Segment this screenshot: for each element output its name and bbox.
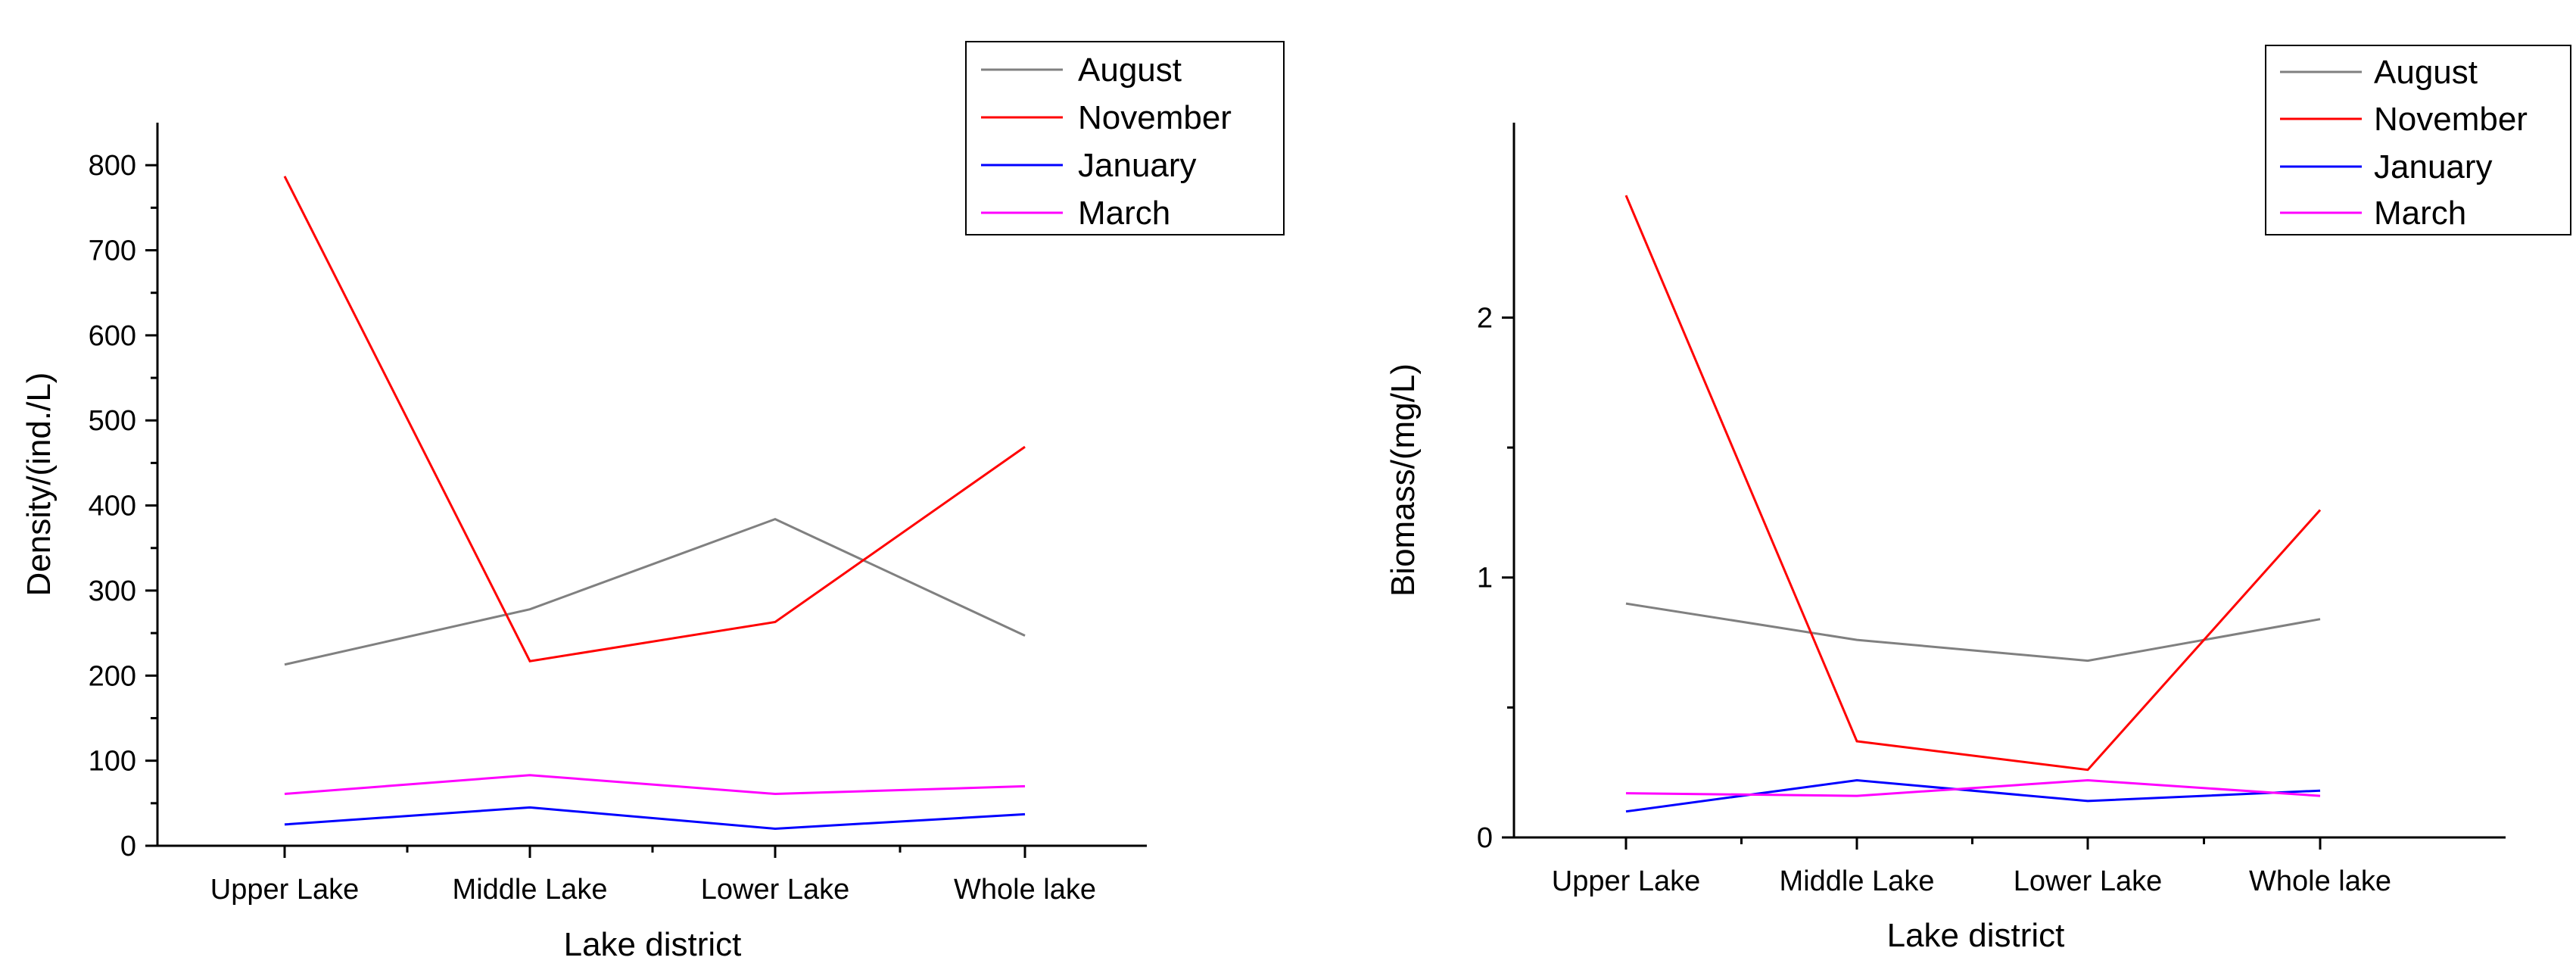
legend-label: August [1078, 51, 1182, 89]
legend-box [965, 41, 1285, 235]
density-chart: 0 100 200 300 400 500 600 700 800 Upper Lake Middl… [20, 41, 1285, 963]
series-line-march [1625, 778, 2321, 797]
series-line-november [1624, 195, 2322, 772]
series-line-november [283, 176, 1026, 663]
series-line-august [284, 517, 1026, 666]
y-tick-label: 0 [1477, 822, 1493, 854]
x-tick-label: Whole lake [2249, 865, 2391, 897]
series-line-march [284, 774, 1026, 796]
x-tick-label: Lower Lake [2014, 865, 2162, 897]
y-tick-label: 600 [89, 320, 136, 352]
y-axis-title: Density/(ind./L) [20, 373, 58, 597]
x-axis-title: Lake district [1887, 917, 2065, 954]
x-tick-label: Middle Lake [453, 874, 608, 906]
y-tick-label: 0 [120, 831, 136, 862]
x-tick-label: Upper Lake [210, 874, 359, 906]
x-tick-label: Upper Lake [1552, 865, 1700, 897]
legend-label: March [1078, 195, 1170, 232]
y-tick-label: 300 [89, 575, 136, 607]
legend-label: November [2374, 101, 2528, 138]
legend-label: August [2374, 54, 2478, 91]
legend-label: January [1078, 147, 1197, 184]
x-axis-title: Lake district [564, 926, 742, 963]
legend-label: November [1078, 99, 1232, 136]
y-tick-label: 700 [89, 235, 136, 267]
series-line-january [284, 806, 1026, 831]
x-tick-label: Middle Lake [1780, 865, 1935, 897]
legend-label: March [2374, 195, 2466, 232]
biomass-chart: 0 1 2 Upper Lake Middle Lake Lower Lake Whole … [1385, 45, 2571, 954]
y-tick-label: 100 [89, 746, 136, 778]
y-tick-label: 200 [89, 660, 136, 692]
y-tick-label: 800 [89, 150, 136, 182]
y-tick-label: 1 [1477, 563, 1493, 594]
series-line-january [1625, 778, 2321, 813]
y-tick-label: 500 [89, 405, 136, 437]
legend-box [2265, 45, 2571, 235]
legend-label: January [2374, 148, 2493, 186]
y-axis-title: Biomass/(mg/L) [1385, 363, 1422, 597]
y-tick-label: 400 [89, 491, 136, 522]
y-tick-label: 2 [1477, 302, 1493, 334]
x-tick-label: Lower Lake [701, 874, 849, 906]
series-line-august [1625, 602, 2321, 663]
x-tick-label: Whole lake [954, 874, 1096, 906]
